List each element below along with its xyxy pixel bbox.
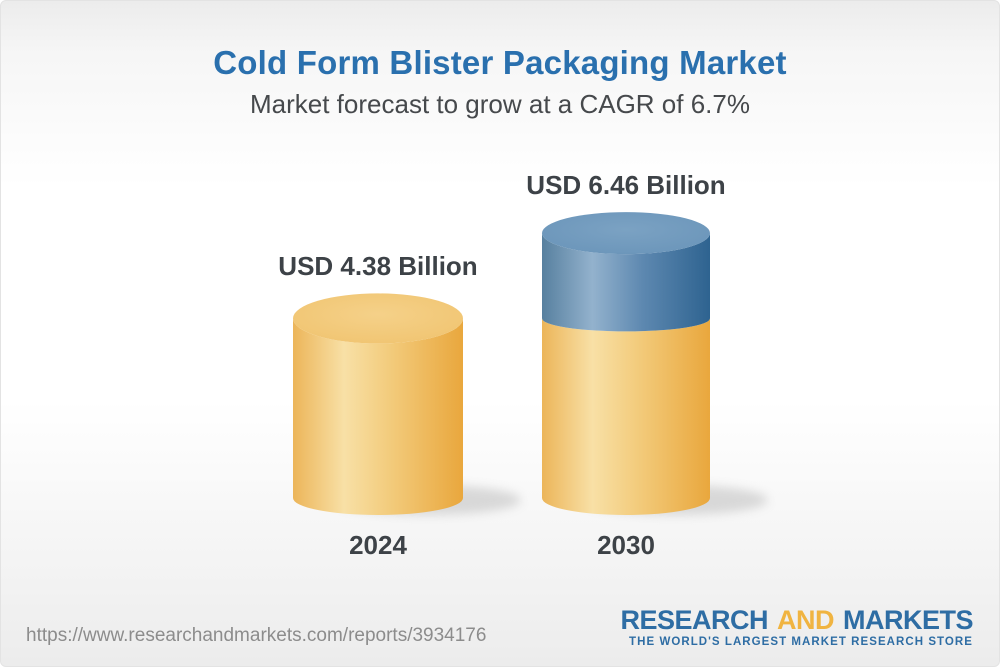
cylinder-2030-top-face [542,212,710,255]
page-subtitle: Market forecast to grow at a CAGR of 6.7… [250,89,750,119]
logo-wordmark: RESEARCH AND MARKETS [620,606,973,634]
cylinder-2030-growth-segment [542,233,710,332]
research-and-markets-logo: RESEARCH AND MARKETS THE WORLD'S LARGEST… [620,606,973,649]
logo-word-markets: MARKETS [843,605,974,635]
logo-word-research: RESEARCH [620,605,768,635]
value-label-2024: USD 4.38 Billion [278,251,478,282]
axis-label-2030: 2030 [597,530,655,560]
logo-tagline: THE WORLD'S LARGEST MARKET RESEARCH STOR… [629,636,973,648]
cylinder-2030-base-segment [542,318,710,515]
logo-word-and: AND [777,605,835,635]
page-title: Cold Form Blister Packaging Market [213,44,787,81]
cylinder-2024-body [293,318,463,515]
cylinder-2024-top-face [293,293,463,344]
report-url: https://www.researchandmarkets.com/repor… [26,625,487,646]
axis-label-2024: 2024 [349,530,407,560]
value-label-2030: USD 6.46 Billion [526,170,726,201]
